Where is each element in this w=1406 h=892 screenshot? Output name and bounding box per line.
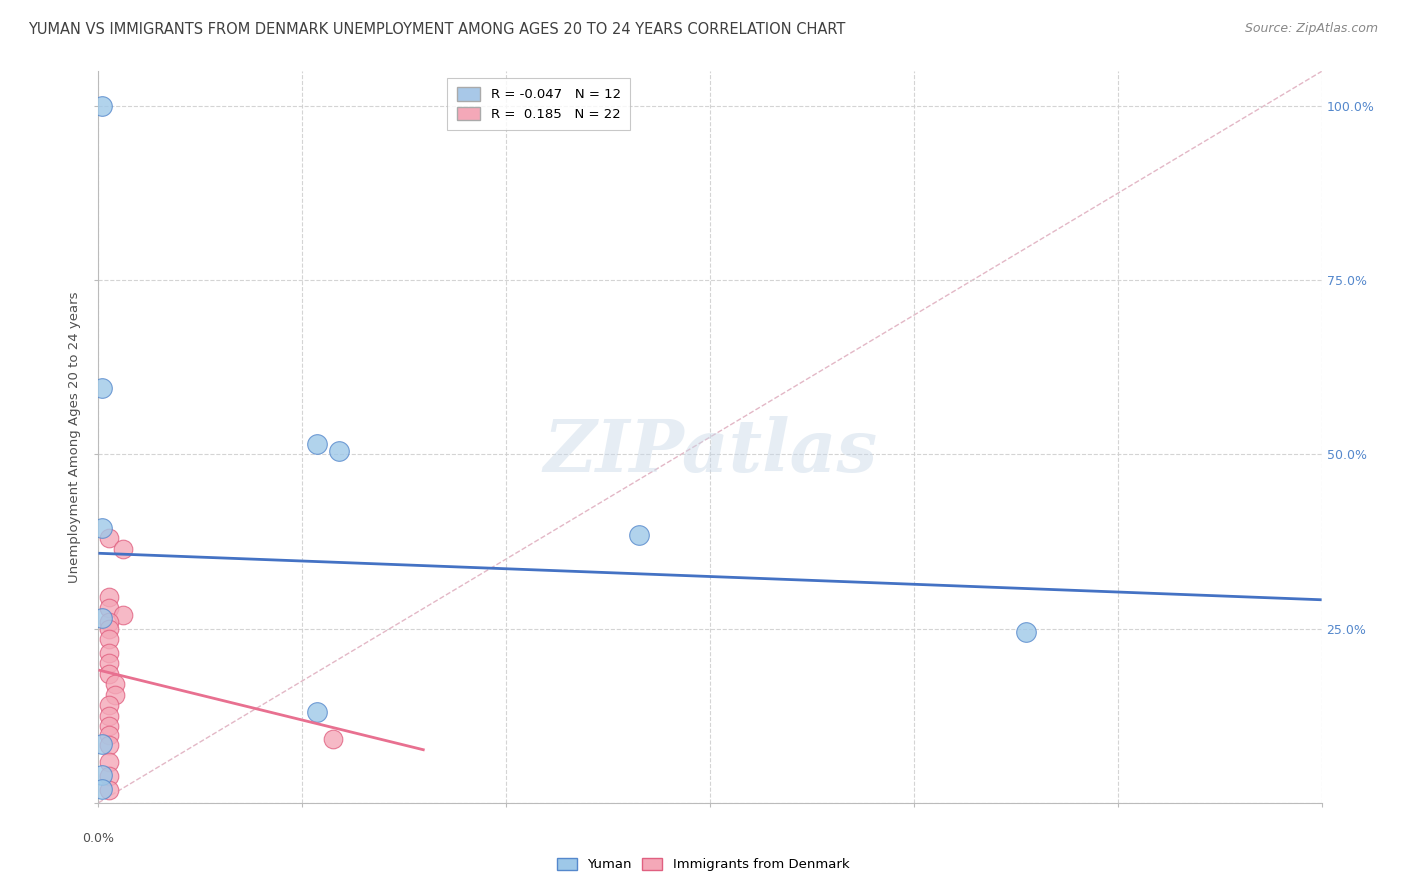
Point	[627, 527, 650, 541]
Y-axis label: Unemployment Among Ages 20 to 24 years: Unemployment Among Ages 20 to 24 years	[67, 292, 82, 582]
Point	[97, 591, 120, 605]
Point	[322, 731, 344, 746]
Point	[104, 677, 127, 691]
Point	[104, 688, 127, 702]
Point	[91, 611, 114, 625]
Legend: R = -0.047   N = 12, R =  0.185   N = 22: R = -0.047 N = 12, R = 0.185 N = 22	[447, 78, 630, 130]
Point	[97, 646, 120, 660]
Point	[97, 600, 120, 615]
Point	[97, 719, 120, 733]
Point	[91, 521, 114, 535]
Legend: Yuman, Immigrants from Denmark: Yuman, Immigrants from Denmark	[551, 853, 855, 877]
Point	[1015, 625, 1038, 640]
Point	[97, 531, 120, 545]
Point	[97, 783, 120, 797]
Text: Source: ZipAtlas.com: Source: ZipAtlas.com	[1244, 22, 1378, 36]
Point	[97, 756, 120, 770]
Point	[97, 657, 120, 671]
Point	[97, 698, 120, 713]
Point	[91, 737, 114, 751]
Point	[97, 667, 120, 681]
Point	[305, 437, 328, 451]
Point	[91, 768, 114, 782]
Point	[97, 769, 120, 783]
Point	[91, 99, 114, 113]
Point	[97, 738, 120, 752]
Point	[97, 728, 120, 742]
Point	[91, 381, 114, 395]
Point	[97, 708, 120, 723]
Text: ZIPatlas: ZIPatlas	[543, 417, 877, 487]
Point	[305, 705, 328, 719]
Point	[97, 622, 120, 636]
Text: 0.0%: 0.0%	[83, 832, 114, 845]
Point	[97, 632, 120, 646]
Text: YUMAN VS IMMIGRANTS FROM DENMARK UNEMPLOYMENT AMONG AGES 20 TO 24 YEARS CORRELAT: YUMAN VS IMMIGRANTS FROM DENMARK UNEMPLO…	[28, 22, 845, 37]
Point	[111, 541, 134, 556]
Point	[328, 444, 350, 458]
Point	[111, 607, 134, 622]
Point	[97, 615, 120, 629]
Point	[91, 781, 114, 796]
